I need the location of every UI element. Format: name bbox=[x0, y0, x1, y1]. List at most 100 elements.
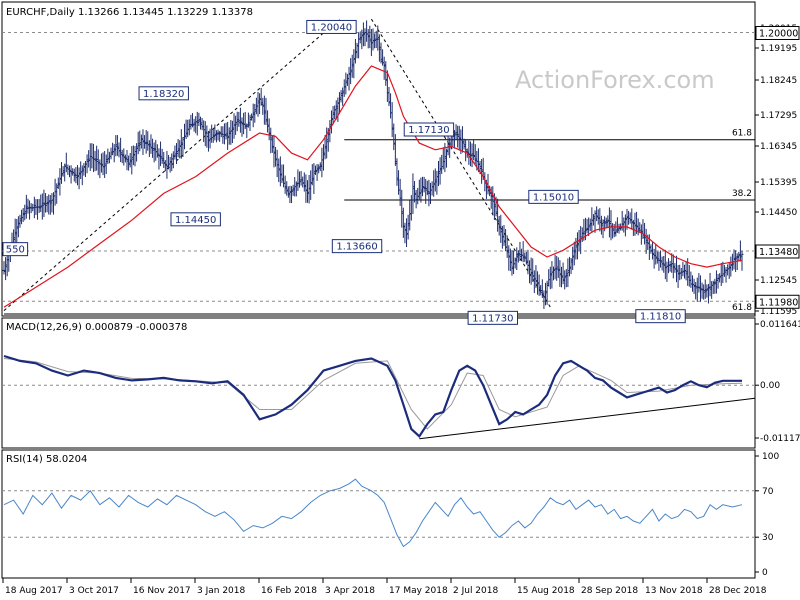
ohlc-bar bbox=[267, 118, 271, 141]
macd-signal-line bbox=[3, 358, 743, 430]
ohlc-bar bbox=[657, 251, 661, 271]
ohlc-bar bbox=[595, 206, 599, 222]
ohlc-bar bbox=[222, 123, 226, 145]
ohlc-bar bbox=[69, 165, 73, 184]
ohlc-bar bbox=[667, 258, 671, 274]
ohlc-bar bbox=[112, 144, 116, 163]
ohlc-bar bbox=[152, 142, 156, 163]
ohlc-bar bbox=[456, 125, 460, 148]
ohlc-bar bbox=[462, 138, 466, 150]
ohlc-bar bbox=[101, 152, 105, 176]
ohlc-bar bbox=[125, 149, 129, 171]
ohlc-bar bbox=[649, 244, 653, 254]
ohlc-bar bbox=[258, 93, 262, 115]
ohlc-bar bbox=[532, 270, 536, 294]
ohlc-bar bbox=[652, 248, 656, 269]
ohlc-bar bbox=[26, 198, 30, 214]
ohlc-bar bbox=[95, 145, 99, 171]
ohlc-bar bbox=[403, 222, 407, 244]
ohlc-bar bbox=[195, 111, 199, 136]
ohlc-bar bbox=[21, 208, 25, 222]
level-price-label-0: 1.20000 bbox=[755, 25, 800, 40]
ohlc-bar bbox=[689, 271, 693, 288]
rsi-tick-label: 0 bbox=[762, 568, 768, 578]
x-tick-label: 28 Sep 2018 bbox=[581, 586, 638, 596]
ohlc-bar bbox=[127, 155, 131, 171]
svg-text:1.11730: 1.11730 bbox=[472, 313, 513, 324]
ohlc-bar bbox=[622, 217, 626, 233]
ohlc-bar bbox=[238, 107, 242, 133]
ohlc-bar bbox=[470, 143, 474, 168]
ohlc-bar bbox=[377, 34, 381, 62]
ohlc-bar bbox=[189, 114, 193, 130]
ohlc-bar bbox=[665, 261, 669, 282]
ohlc-bar bbox=[4, 257, 8, 281]
ohlc-bar bbox=[186, 119, 190, 138]
ohlc-bar bbox=[547, 269, 551, 287]
ohlc-bar bbox=[28, 200, 32, 220]
ohlc-bar bbox=[44, 193, 48, 213]
macd-tick-label: 0.011641 bbox=[760, 320, 800, 330]
ohlc-bar bbox=[206, 130, 210, 152]
ohlc-bar bbox=[66, 164, 70, 176]
rsi-line bbox=[3, 478, 743, 548]
ohlc-bar bbox=[261, 97, 265, 115]
ohlc-bar bbox=[641, 219, 645, 239]
ohlc-bar bbox=[103, 150, 107, 178]
ohlc-bar bbox=[224, 122, 228, 140]
ohlc-bar bbox=[713, 278, 717, 294]
macd-layer bbox=[2, 354, 756, 440]
ohlc-bar bbox=[639, 224, 643, 245]
annotation-550: 550 bbox=[2, 242, 29, 257]
ohlc-bar bbox=[393, 134, 397, 166]
ohlc-bar bbox=[358, 31, 362, 44]
ohlc-bar bbox=[421, 176, 425, 197]
ohlc-bar bbox=[684, 261, 688, 281]
rsi-tick-label: 30 bbox=[762, 533, 774, 543]
ohlc-bar bbox=[266, 110, 270, 133]
ohlc-bar bbox=[376, 25, 380, 51]
ohlc-bar bbox=[507, 245, 511, 271]
ohlc-bar bbox=[436, 160, 440, 187]
ohlc-bar bbox=[20, 209, 24, 225]
ohlc-bar bbox=[135, 143, 139, 162]
svg-text:1.13660: 1.13660 bbox=[336, 242, 377, 253]
ohlc-bar bbox=[47, 194, 51, 215]
ohlc-bar bbox=[55, 183, 59, 204]
ohlc-bar bbox=[203, 121, 207, 147]
rsi-tick-label: 70 bbox=[762, 487, 774, 497]
ohlc-bar bbox=[682, 264, 686, 279]
chart-header: EURCHF,Daily 1.13266 1.13445 1.13229 1.1… bbox=[6, 7, 253, 18]
axis-layer: 1.200151.191951.182451.172951.163451.153… bbox=[2, 24, 800, 596]
annotation-1.18320: 1.18320 bbox=[138, 86, 189, 101]
ohlc-bar bbox=[310, 164, 314, 186]
ohlc-bar bbox=[283, 175, 287, 194]
ohlc-bar bbox=[117, 142, 121, 158]
ohlc-bar bbox=[454, 124, 458, 140]
svg-text:550: 550 bbox=[6, 245, 25, 256]
annotation-1.14450: 1.14450 bbox=[170, 212, 221, 227]
ohlc-bar bbox=[136, 131, 140, 155]
ohlc-bar bbox=[409, 195, 413, 221]
ohlc-bar bbox=[167, 155, 171, 170]
ohlc-bar bbox=[398, 178, 402, 206]
y-tick-label: 1.14450 bbox=[760, 208, 797, 218]
x-tick-label: 28 Dec 2018 bbox=[709, 586, 767, 596]
ohlc-bar bbox=[200, 118, 204, 131]
ohlc-bar bbox=[58, 168, 62, 196]
ohlc-bar bbox=[614, 221, 618, 237]
ohlc-bar bbox=[676, 265, 680, 288]
ohlc-bar bbox=[585, 218, 589, 234]
ohlc-bar bbox=[230, 120, 234, 144]
ohlc-bar bbox=[390, 102, 394, 138]
price-layer: 61.8 38.2 61.8 550 1.18320 1.14450 1.20040 1.13… bbox=[2, 18, 755, 325]
svg-text:1.18320: 1.18320 bbox=[143, 89, 184, 100]
ohlc-bar bbox=[184, 119, 188, 140]
y-tick-label: 1.17295 bbox=[760, 111, 797, 121]
ohlc-bar bbox=[537, 274, 541, 296]
ohlc-bar bbox=[497, 216, 501, 236]
ohlc-bar bbox=[609, 210, 613, 241]
ohlc-bar bbox=[296, 169, 300, 192]
ohlc-bar bbox=[99, 153, 103, 173]
ohlc-bar bbox=[558, 260, 562, 287]
